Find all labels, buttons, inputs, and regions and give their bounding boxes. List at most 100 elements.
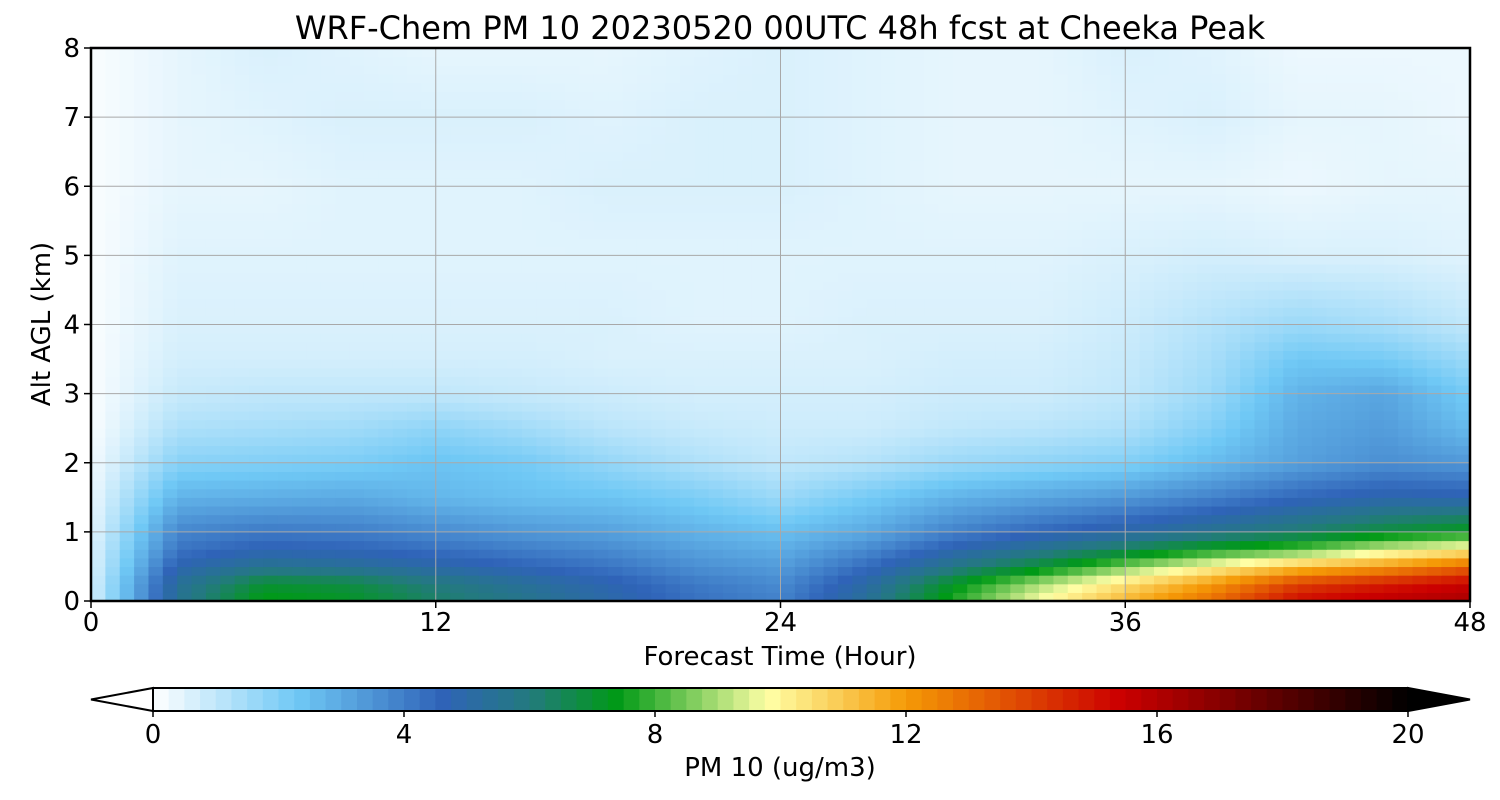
heatmap-cell [148, 384, 164, 395]
heatmap-cell [737, 229, 753, 239]
heatmap-cell [1067, 186, 1083, 196]
heatmap-cell [478, 307, 494, 317]
heatmap-cell [1110, 203, 1126, 213]
heatmap-cell [378, 359, 394, 369]
heatmap-cell [1297, 583, 1313, 593]
heatmap-cell [435, 333, 451, 343]
heatmap-cell [550, 333, 566, 343]
heatmap-cell [766, 255, 782, 265]
heatmap-cell [881, 583, 897, 593]
heatmap-cell [694, 393, 710, 403]
heatmap-cell [823, 497, 839, 507]
heatmap-cell [1268, 255, 1284, 265]
heatmap-cell [823, 186, 839, 196]
heatmap-cell [378, 531, 394, 542]
heatmap-cell [148, 229, 164, 239]
heatmap-cell [837, 471, 853, 481]
heatmap-cell [952, 410, 968, 421]
heatmap-cell [737, 307, 753, 317]
heatmap-cell [205, 333, 221, 343]
heatmap-cell [1067, 281, 1083, 291]
heatmap-cell [1412, 393, 1428, 403]
heatmap-cell [306, 419, 322, 429]
heatmap-cell [809, 436, 825, 447]
heatmap-cell [1182, 238, 1198, 248]
heatmap-cell [1096, 531, 1112, 542]
heatmap-cell [507, 289, 523, 300]
heatmap-cell [881, 307, 897, 317]
heatmap-cell [981, 359, 997, 369]
heatmap-cell [306, 238, 322, 248]
heatmap-cell [881, 281, 897, 291]
heatmap-cell [1153, 583, 1169, 593]
heatmap-cell [1125, 471, 1141, 481]
heatmap-cell [435, 229, 451, 239]
heatmap-cell [751, 194, 767, 205]
heatmap-cell [852, 203, 868, 213]
heatmap-cell [751, 246, 767, 256]
heatmap-cell [679, 341, 695, 352]
heatmap-cell [450, 402, 466, 412]
heatmap-cell [967, 220, 983, 231]
heatmap-cell [708, 454, 724, 464]
heatmap-cell [651, 350, 667, 360]
heatmap-cell [565, 566, 580, 576]
heatmap-cell [162, 505, 178, 516]
heatmap-cell [478, 557, 494, 568]
heatmap-cell [852, 298, 868, 308]
heatmap-cell [1067, 333, 1083, 343]
heatmap-cell [823, 402, 839, 412]
heatmap-cell [895, 454, 911, 464]
heatmap-cell [780, 540, 796, 550]
heatmap-cell [565, 333, 580, 343]
heatmap-cell [464, 566, 480, 576]
heatmap-cell [751, 238, 767, 248]
heatmap-cell [1125, 255, 1141, 265]
heatmap-cell [967, 359, 983, 369]
heatmap-cell [507, 592, 523, 602]
heatmap-cell [320, 229, 336, 239]
heatmap-cell [1355, 454, 1371, 464]
heatmap-cell [723, 151, 738, 161]
heatmap-cell [1426, 289, 1442, 300]
heatmap-cell [1441, 557, 1457, 568]
heatmap-cell [938, 505, 954, 516]
heatmap-cell [1082, 281, 1098, 291]
heatmap-cell [1082, 289, 1098, 300]
heatmap-cell [780, 238, 796, 248]
heatmap-cell [852, 246, 868, 256]
heatmap-cell [794, 264, 810, 274]
heatmap-cell [306, 436, 322, 447]
heatmap-cell [708, 419, 724, 429]
heatmap-cell [565, 557, 580, 568]
heatmap-cell [823, 514, 839, 524]
heatmap-cell [277, 480, 293, 490]
heatmap-cell [1139, 384, 1155, 395]
heatmap-cell [794, 445, 810, 455]
heatmap-cell [1311, 384, 1327, 395]
heatmap-cell [1398, 246, 1414, 256]
heatmap-cell [967, 264, 983, 274]
heatmap-cell [119, 471, 135, 481]
heatmap-cell [1311, 376, 1327, 386]
heatmap-cell [694, 212, 710, 222]
heatmap-cell [1326, 359, 1342, 369]
heatmap-cell [938, 436, 954, 447]
heatmap-cell [521, 480, 537, 490]
heatmap-cell [679, 592, 695, 602]
heatmap-cell [967, 428, 983, 438]
heatmap-cell [708, 436, 724, 447]
heatmap-cell [1225, 289, 1241, 300]
heatmap-cell [737, 505, 753, 516]
heatmap-cell [823, 246, 839, 256]
heatmap-cell [1197, 151, 1213, 161]
heatmap-cell [119, 160, 135, 170]
heatmap-cell [794, 246, 810, 256]
heatmap-cell [1197, 583, 1213, 593]
heatmap-cell [1153, 531, 1169, 542]
heatmap-cell [1283, 402, 1299, 412]
heatmap-cell [952, 341, 968, 352]
heatmap-cell [1153, 471, 1169, 481]
heatmap-cell [177, 402, 193, 412]
heatmap-cell [1067, 168, 1083, 179]
